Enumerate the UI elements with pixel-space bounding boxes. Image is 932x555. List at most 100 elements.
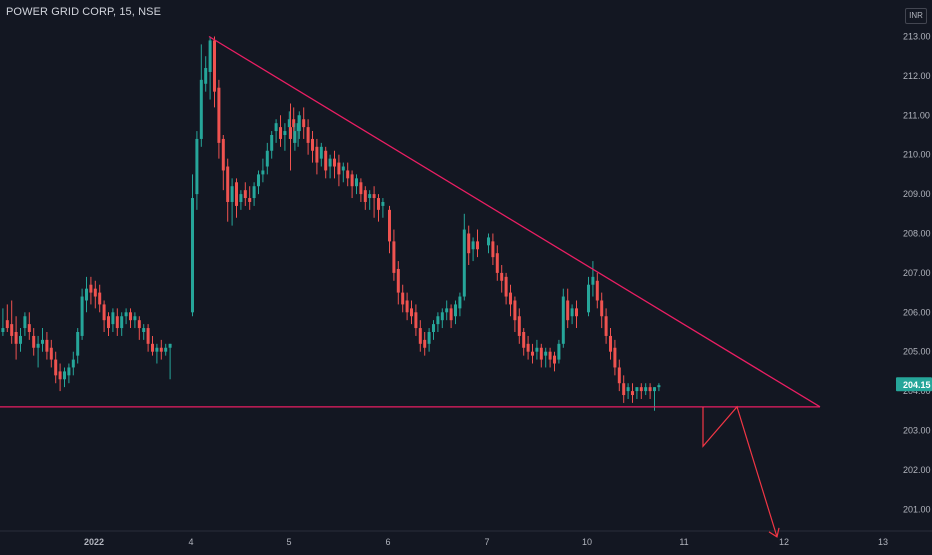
candle-body (517, 316, 521, 336)
candle-body (89, 284, 93, 293)
candle-body (566, 300, 570, 321)
candle-body (657, 385, 661, 388)
candle-body (279, 127, 282, 139)
candle-body (372, 194, 376, 199)
x-tick-label: 10 (582, 537, 592, 547)
candle-body (71, 359, 75, 368)
candle-body (622, 383, 626, 396)
candle-body (155, 347, 159, 352)
candle-body (359, 182, 363, 195)
y-tick-label: 202.00 (903, 465, 931, 475)
candle-body (609, 335, 612, 352)
candle-body (274, 123, 278, 132)
candle-body (239, 194, 243, 202)
candle-body (635, 387, 639, 392)
candle-body (553, 355, 556, 364)
candle-body (45, 339, 49, 352)
candle-body (467, 233, 471, 254)
candle-body (328, 158, 332, 167)
y-tick-label: 211.00 (903, 110, 930, 120)
candle-body (377, 198, 380, 210)
y-tick-label: 207.00 (903, 268, 931, 278)
candle-body (575, 308, 578, 317)
x-tick-label: 7 (484, 537, 489, 547)
candle-body (133, 316, 137, 321)
candle-body (98, 292, 102, 305)
candle-body (346, 170, 350, 179)
candle-body (1, 328, 5, 332)
candle-body (445, 308, 449, 313)
candle-body (561, 296, 565, 344)
candle-body (539, 347, 543, 360)
candle-body (631, 391, 634, 396)
candle-body (208, 40, 212, 72)
candle-body (19, 335, 22, 344)
candle-body (410, 308, 413, 317)
candle-body (10, 324, 14, 336)
candle-body (401, 292, 405, 305)
candle-body (648, 387, 652, 392)
candle-body (535, 347, 539, 352)
candle-body (311, 138, 314, 151)
candle-body (297, 115, 301, 132)
candle-body (454, 304, 457, 317)
y-tick-label: 206.00 (903, 307, 931, 317)
candle-body (471, 241, 475, 250)
candle-body (440, 312, 444, 321)
candle-body (350, 174, 354, 187)
candle-body (270, 135, 274, 151)
candle-body (436, 316, 440, 325)
candle-body (644, 387, 648, 392)
x-tick-label: 2022 (84, 537, 104, 547)
candle-body (124, 312, 128, 317)
candle-body (129, 312, 132, 321)
candle-body (544, 351, 548, 356)
candle-body (137, 320, 141, 329)
candle-body (226, 166, 230, 202)
candle-body (41, 339, 44, 344)
candle-body (526, 343, 530, 352)
candle-body (265, 150, 269, 167)
candle-body (142, 328, 146, 332)
candle-body (248, 198, 252, 202)
candle-body (363, 190, 367, 202)
candle-body (27, 324, 31, 332)
candle-body (63, 371, 66, 380)
candle-body (509, 292, 512, 305)
candle-body (458, 296, 462, 309)
candle-body (449, 308, 453, 321)
candle-body (604, 316, 608, 336)
candle-body (487, 237, 490, 246)
projection-arrowhead (768, 527, 780, 538)
candle-body (504, 276, 508, 297)
x-tick-label: 12 (779, 537, 789, 547)
candle-body (432, 324, 435, 332)
candle-body (292, 119, 296, 128)
descending-trendline (208, 35, 821, 408)
candle-body (462, 229, 466, 297)
projection-path (702, 405, 778, 538)
candle-body (315, 146, 319, 163)
candle-body (23, 316, 27, 329)
candle-body (388, 209, 391, 242)
candle-body (500, 272, 504, 281)
currency-label[interactable]: INR (905, 8, 927, 24)
y-tick-label: 201.00 (903, 504, 931, 514)
candle-body (405, 300, 409, 313)
candle-body (76, 332, 80, 356)
candle-body (199, 79, 203, 139)
candle-body (14, 332, 18, 344)
candle-body (120, 316, 124, 329)
candle-body (164, 347, 168, 352)
candle-body (324, 150, 328, 171)
candle-body (639, 387, 643, 392)
candle-body (626, 387, 630, 392)
y-tick-label: 212.00 (903, 71, 931, 81)
candle-body (319, 146, 323, 159)
candle-body (159, 347, 163, 352)
candle-body (261, 170, 265, 175)
candle-body (427, 332, 431, 344)
candle-body (591, 276, 595, 285)
